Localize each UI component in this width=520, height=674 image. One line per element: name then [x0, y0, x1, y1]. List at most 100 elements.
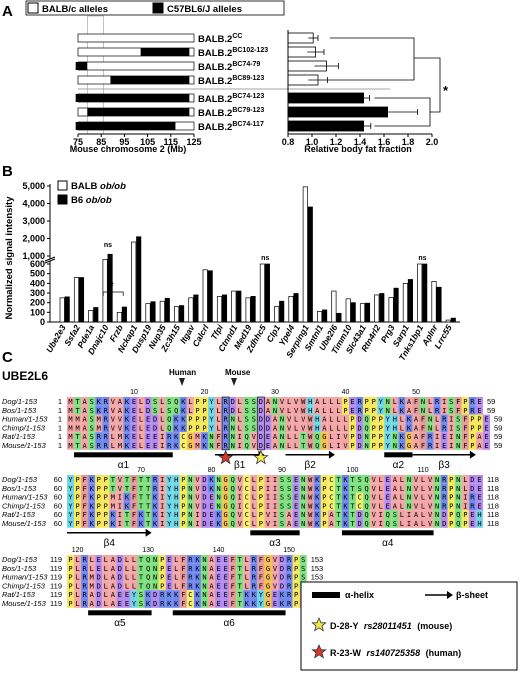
- residue: T: [238, 591, 243, 599]
- residue-cell: [243, 501, 251, 511]
- residue: K: [146, 591, 151, 599]
- residue: E: [132, 433, 136, 441]
- residue: P: [379, 424, 383, 432]
- residue-cell: [193, 581, 201, 591]
- residue-cell: [412, 519, 420, 528]
- residue-cell: [377, 510, 385, 519]
- residue: E: [477, 476, 481, 484]
- residue-cell: [313, 510, 321, 519]
- residue-cell: [299, 423, 307, 433]
- residue-cell: [165, 397, 173, 406]
- sheet-b2-head: [328, 450, 335, 459]
- residue-cell: [363, 492, 371, 502]
- residue-cell: [81, 432, 89, 441]
- residue-cell: [285, 563, 293, 573]
- residue: G: [322, 433, 326, 441]
- position-tick: 90: [278, 467, 286, 474]
- residue-cell: [377, 475, 385, 484]
- residue: D: [202, 520, 206, 528]
- residue: P: [322, 494, 326, 502]
- residue-cell: [412, 405, 420, 415]
- residue: P: [343, 407, 347, 415]
- residue-cell: [229, 423, 237, 433]
- residue-cell: [179, 510, 187, 519]
- residue: Y: [379, 407, 384, 415]
- residue-cell: [292, 501, 300, 511]
- residue: L: [322, 398, 326, 406]
- residue: K: [400, 433, 405, 441]
- residue: R: [97, 433, 102, 441]
- residue-cell: [88, 590, 96, 599]
- residue: F: [132, 485, 136, 493]
- residue: A: [209, 600, 214, 608]
- residue-cell: [208, 432, 216, 441]
- residue-cell: [440, 397, 448, 406]
- residue-cell: [130, 572, 138, 582]
- residue: N: [365, 442, 369, 450]
- residue-cell: [123, 405, 131, 415]
- expression-bar: [59, 297, 65, 323]
- residue: I: [442, 407, 446, 415]
- residue-cell: [482, 441, 490, 450]
- residue: M: [68, 433, 72, 441]
- residue-cell: [151, 590, 159, 599]
- residue: L: [435, 416, 439, 424]
- residue: C: [245, 511, 249, 519]
- residue: A: [273, 433, 278, 441]
- residue-cell: [327, 483, 335, 493]
- chromosome-bars: [75, 15, 390, 135]
- residue: P: [470, 424, 474, 432]
- residue-cell: [215, 397, 223, 406]
- start-pos: 60: [54, 484, 62, 493]
- residue-cell: [243, 414, 251, 424]
- residue-cell: [144, 581, 152, 591]
- residue: V: [343, 433, 348, 441]
- residue: A: [90, 600, 95, 608]
- residue: S: [167, 407, 171, 415]
- residue-cell: [222, 590, 230, 599]
- species-name: Bos/1-153: [2, 406, 37, 415]
- position-tick: 10: [130, 389, 138, 396]
- residue-cell: [193, 555, 201, 564]
- strain-label: BALB.2BC74-117: [198, 121, 264, 133]
- expression-bar: [245, 297, 251, 323]
- residue-cell: [158, 519, 166, 528]
- residue: T: [238, 582, 243, 590]
- residue-cell: [384, 501, 392, 511]
- residue-cell: [320, 414, 328, 424]
- residue-cell: [377, 432, 385, 441]
- residue-cell: [320, 405, 328, 415]
- residue-cell: [81, 492, 89, 502]
- residue: F: [259, 556, 263, 564]
- chromosome-bar: [77, 33, 195, 43]
- residue-cell: [433, 405, 441, 415]
- residue-cell: [412, 510, 420, 519]
- residue: T: [350, 511, 355, 519]
- residue: E: [477, 485, 481, 493]
- residue: W: [308, 511, 313, 519]
- y-tick-label: 200: [30, 298, 45, 308]
- residue-cell: [320, 475, 328, 484]
- residue: I: [160, 511, 164, 519]
- residue-cell: [250, 423, 258, 433]
- strain-label: BALB.2BC102-123: [198, 47, 268, 59]
- residue: K: [315, 494, 320, 502]
- residue: P: [322, 511, 326, 519]
- residue: L: [379, 494, 383, 502]
- residue: E: [484, 433, 488, 441]
- residue-cell: [130, 441, 138, 450]
- residue: D: [266, 416, 270, 424]
- residue: E: [386, 494, 390, 502]
- residue-cell: [285, 397, 293, 406]
- residue: A: [393, 494, 398, 502]
- residue-cell: [179, 414, 187, 424]
- residue: L: [75, 574, 79, 582]
- residue: E: [477, 494, 481, 502]
- strain-label: BALB.2BC89-123: [198, 75, 264, 87]
- residue: T: [238, 565, 243, 573]
- residue-cell: [356, 423, 364, 433]
- residue-cell: [123, 590, 131, 599]
- residue: F: [456, 407, 460, 415]
- residue: R: [287, 574, 292, 582]
- residue: F: [181, 556, 185, 564]
